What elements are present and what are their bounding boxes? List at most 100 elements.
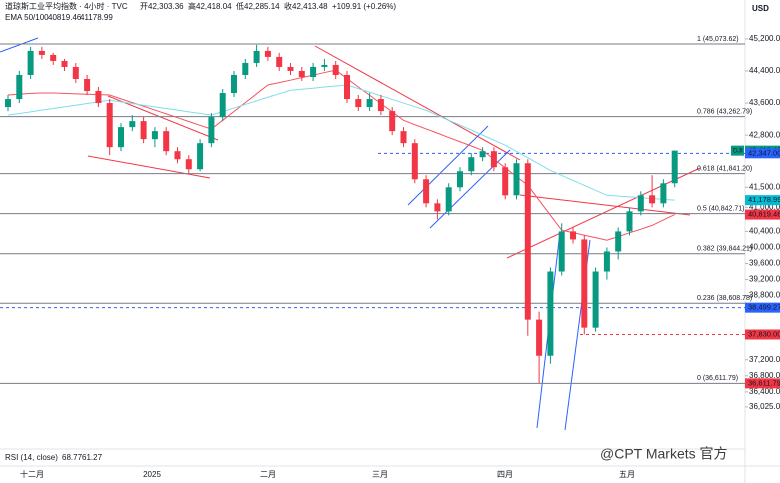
y-tick-label: 42,800.00 xyxy=(749,130,780,139)
candle-body xyxy=(27,50,34,75)
title: 道琼斯工业平均指数 · 4小时 · TVC xyxy=(5,1,128,11)
candle-body xyxy=(310,66,317,77)
fib-label: 0.382 (39,844.21) xyxy=(697,246,752,253)
price-tag-label: 37,830.00 xyxy=(748,329,780,338)
candle-body xyxy=(219,93,226,118)
y-tick-label: 40,000.00 xyxy=(749,243,780,252)
candle-body xyxy=(118,127,124,148)
trendline xyxy=(314,45,521,161)
x-tick-label: 2025 xyxy=(143,470,161,479)
candle-body xyxy=(332,64,339,75)
candle-body xyxy=(366,99,373,108)
trendline xyxy=(407,125,489,206)
candle-body xyxy=(400,131,407,144)
y-tick-label: 39,200.00 xyxy=(749,275,780,284)
candle-body xyxy=(524,163,531,320)
candle-body xyxy=(231,74,237,94)
candle-body xyxy=(298,70,305,77)
ema-line xyxy=(7,69,675,241)
candle-body xyxy=(660,183,667,204)
price-tag-label: 36,611.79 xyxy=(748,378,780,387)
x-tick-label: 三月 xyxy=(372,470,388,479)
candle-body xyxy=(16,74,23,100)
y-tick-label: 39,600.00 xyxy=(749,259,780,268)
x-tick-label: 五月 xyxy=(619,470,635,479)
candle-body xyxy=(174,151,181,160)
candle-body xyxy=(615,231,622,252)
candle-body xyxy=(61,60,68,67)
candle-body xyxy=(457,171,463,188)
price-tag xyxy=(745,302,780,313)
ema-value: 41178.99 xyxy=(80,13,113,22)
candle-body xyxy=(603,251,610,272)
rsi-value: 68.77 xyxy=(62,453,83,462)
fib-label: 0.236 (38,608.78) xyxy=(697,295,752,302)
trendline xyxy=(0,37,39,53)
candle-body xyxy=(106,103,113,148)
candle-body xyxy=(321,64,328,67)
ohlc-value: 低42,285.14 xyxy=(236,1,280,11)
price-tag-label: 40,819.46 xyxy=(748,210,780,219)
candle-body xyxy=(208,117,215,144)
candle-body xyxy=(445,187,452,212)
candle-body xyxy=(434,203,441,212)
price-tag xyxy=(745,209,780,220)
candle-body xyxy=(344,74,350,100)
y-tick-label: 36,025.00 xyxy=(749,402,780,411)
fib-label: 0 (36,611.79) xyxy=(697,375,738,382)
candle-body xyxy=(389,111,396,132)
candle-body xyxy=(129,121,136,128)
y-tick-label: 41,500.00 xyxy=(749,182,780,191)
candle-body xyxy=(264,50,271,57)
x-tick-label: 二月 xyxy=(260,470,276,479)
candle-body xyxy=(592,271,599,328)
candle-body xyxy=(502,167,509,196)
y-tick-label: 37,200.00 xyxy=(749,355,780,364)
price-tag-label: 41,178.99 xyxy=(748,195,780,204)
trendline xyxy=(519,194,691,216)
y-tick-label: 36,400.00 xyxy=(749,387,780,396)
ohlc-value: 收42,413.48 xyxy=(284,1,328,11)
y-tick-label: 45,200.00 xyxy=(749,34,780,43)
trendline xyxy=(107,95,219,141)
change: +109.91 (+0.26%) xyxy=(332,2,396,11)
candle-body xyxy=(197,143,204,170)
candle-body xyxy=(355,99,362,108)
candle-body xyxy=(536,319,543,356)
candle-body xyxy=(163,131,170,152)
currency: USD xyxy=(752,4,769,13)
x-tick-label: 十二月 xyxy=(20,469,44,479)
y-tick-label: 44,400.00 xyxy=(749,66,780,75)
fib-label: 1 (45,073.62) xyxy=(697,36,739,43)
trendline xyxy=(87,155,211,179)
candle-body xyxy=(468,157,475,172)
y-tick-label: 38,800.00 xyxy=(749,291,780,300)
fib-label: 0.786 (43,262.79) xyxy=(697,108,752,115)
candle-body xyxy=(671,150,678,184)
candle-body xyxy=(637,195,644,212)
ohlc-value: 高42,418.04 xyxy=(188,1,232,11)
candle-body xyxy=(276,56,283,67)
fib-label: 0.5 (40,842.71) xyxy=(697,205,744,212)
candle-body xyxy=(558,231,565,272)
candle-body xyxy=(5,99,11,108)
candle-body xyxy=(570,231,576,240)
price-tag xyxy=(745,378,780,389)
candle-body xyxy=(377,99,384,112)
candle-body xyxy=(547,271,554,356)
price-tag-label: 38,499.27 xyxy=(748,303,780,312)
candle-body xyxy=(50,54,57,61)
candle-body xyxy=(479,151,486,158)
x-tick-label: 四月 xyxy=(497,470,513,479)
price-tag xyxy=(745,329,780,340)
candle-body xyxy=(140,121,147,140)
ema-line xyxy=(7,84,675,201)
trendline xyxy=(506,167,701,259)
candle-body xyxy=(649,195,656,204)
candle-body xyxy=(490,151,497,168)
candle-body xyxy=(423,179,430,204)
watermark: @CPT Markets 官方 xyxy=(600,446,728,462)
candle-body xyxy=(95,91,102,104)
